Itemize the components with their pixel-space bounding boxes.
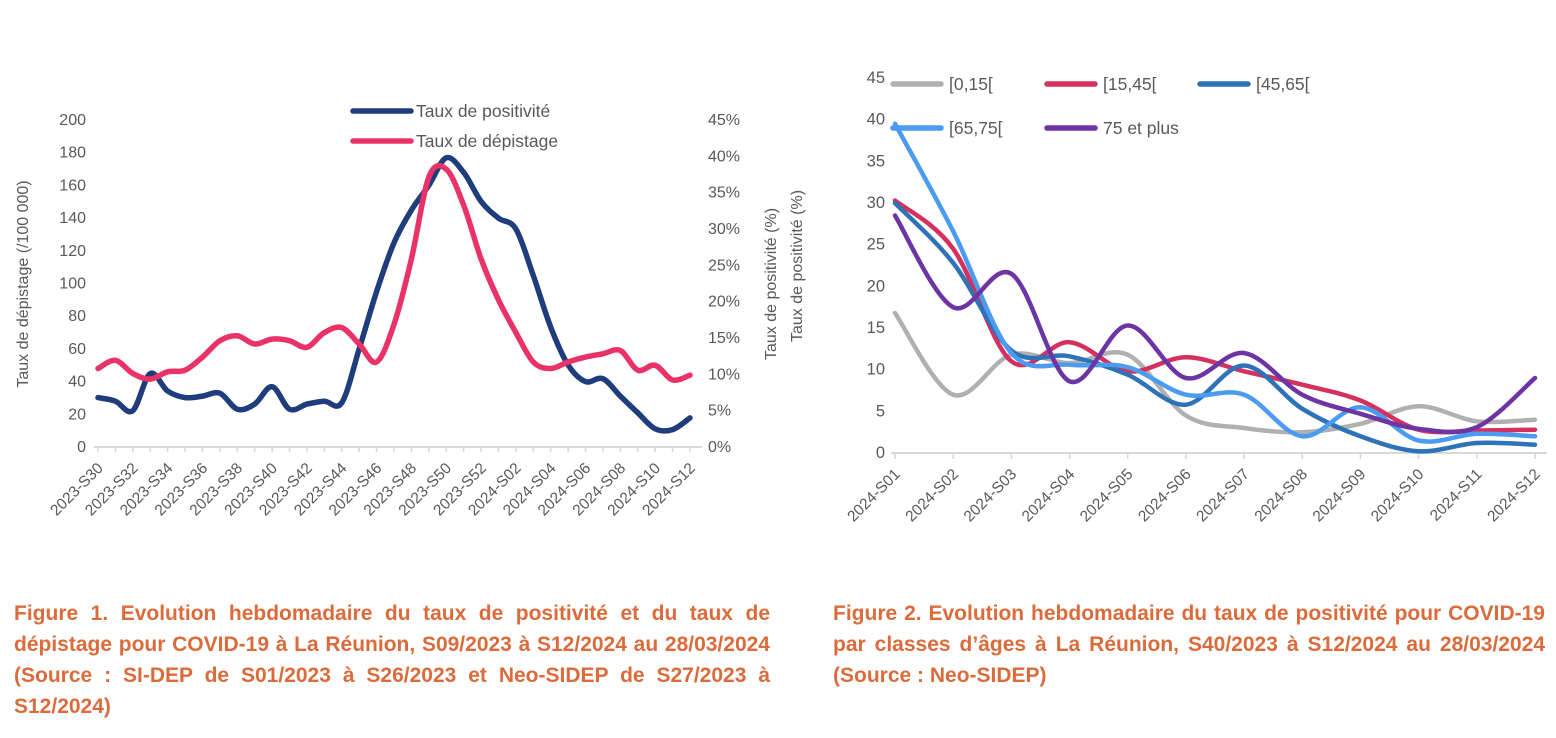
legend-label-15-45: [15,45[ [1103, 74, 1157, 94]
left-axis-tick-label: 15 [867, 319, 885, 337]
legend-label-taux-de-positivit: Taux de positivité [416, 101, 550, 121]
left-axis-tick-label: 80 [68, 308, 86, 325]
left-axis-tick-label: 25 [867, 236, 885, 254]
x-axis-tick-label: 2024-S12 [1484, 466, 1544, 526]
x-axis-tick-label: 2024-S05 [1077, 466, 1137, 526]
figure1-line-chart: 0 20 40 60 80 100 120 140 160 180 200 Taux de dépis… [15, 101, 780, 519]
legend: Taux de positivité Taux de dépistage [350, 101, 558, 151]
left-axis-title: Taux de positivité (%) [789, 190, 806, 342]
right-axis-title: Taux de positivité (%) [763, 208, 780, 360]
series-line-75-et-plus [892, 213, 1538, 435]
left-axis-tick-label: 45 [867, 69, 885, 87]
right-axis-tick-label: 10% [708, 366, 740, 383]
left-axis: 0 5 10 15 20 25 30 35 40 45 Taux de positivité (%) [789, 69, 885, 462]
left-axis-tick-label: 0 [876, 444, 885, 462]
x-axis-tick-label: 2024-S11 [1427, 466, 1486, 525]
x-axis-tick-label: 2024-S03 [961, 466, 1021, 526]
right-axis-tick-label: 30% [708, 221, 740, 238]
series-line-taux-de-positivit [95, 154, 693, 434]
left-axis-tick-label: 35 [867, 152, 885, 170]
x-axis: 2024-S012024-S022024-S032024-S042024-S05… [844, 452, 1547, 526]
x-axis-tick-label: 2024-S09 [1310, 466, 1370, 526]
right-axis-tick-label: 45% [708, 112, 740, 129]
x-axis-tick-label: 2024-S01 [844, 466, 904, 526]
legend: [0,15[ [15,45[ [45,65[ [65,75[ 75 et plus [890, 74, 1310, 138]
left-axis-title: Taux de dépistage (/100 000) [15, 180, 32, 387]
left-axis-tick-label: 180 [59, 145, 86, 162]
legend-label-taux-de-d-pistage: Taux de dépistage [416, 131, 558, 151]
left-axis-tick-label: 40 [867, 111, 885, 129]
left-axis-tick-label: 140 [59, 210, 86, 227]
x-axis: 2023-S302023-S322023-S342023-S362023-S38… [47, 446, 702, 519]
figure2-caption: Figure 2. Evolution hebdomadaire du taux… [833, 602, 1545, 687]
series-line-0-15 [892, 310, 1538, 435]
x-axis-tick-label: 2024-S04 [1019, 466, 1079, 526]
x-axis-tick-label: 2024-S08 [1252, 466, 1312, 526]
left-axis-tick-label: 10 [867, 361, 885, 379]
right-axis-tick-label: 40% [708, 148, 740, 165]
left-axis-tick-label: 120 [59, 243, 86, 260]
right-axis-tick-label: 25% [708, 257, 740, 274]
left-axis-tick-label: 5 [876, 402, 885, 420]
left-axis-tick-label: 20 [68, 406, 86, 423]
legend-item-65-75: [65,75[ [890, 118, 1003, 138]
legend-item-taux-de-d-pistage: Taux de dépistage [350, 131, 558, 151]
right-axis-tick-label: 5% [708, 403, 731, 420]
series-line-taux-de-d-pistage [95, 162, 693, 384]
legend-item-0-15: [0,15[ [890, 74, 993, 94]
x-axis-tick-label: 2024-S06 [1135, 466, 1195, 526]
figure1-caption: Figure 1. Evolution hebdomadaire du taux… [14, 602, 770, 718]
series-line-45-65 [892, 200, 1538, 454]
figure2-line-chart: 0 5 10 15 20 25 30 35 40 45 Taux de positivité (%)… [789, 69, 1547, 526]
right-axis-tick-label: 15% [708, 330, 740, 347]
left-axis-tick-label: 160 [59, 177, 86, 194]
left-axis-tick-label: 200 [59, 112, 86, 129]
x-axis-tick-label: 2024-S10 [1368, 466, 1428, 526]
left-axis-tick-label: 20 [867, 277, 885, 295]
left-axis-tick-label: 30 [867, 194, 885, 212]
right-axis: 0% 5% 10% 15% 20% 25% 30% 35% 40% 45% Taux de posi… [708, 112, 780, 456]
legend-label-45-65: [45,65[ [1256, 74, 1310, 94]
legend-item-taux-de-positivit: Taux de positivité [350, 101, 550, 121]
right-axis-tick-label: 0% [708, 439, 731, 456]
legend-label-65-75: [65,75[ [949, 118, 1003, 138]
left-axis-tick-label: 40 [68, 374, 86, 391]
left-axis-tick-label: 0 [77, 439, 86, 456]
right-axis-tick-label: 35% [708, 185, 740, 202]
right-axis-tick-label: 20% [708, 294, 740, 311]
legend-label-0-15: [0,15[ [949, 74, 993, 94]
left-axis: 0 20 40 60 80 100 120 140 160 180 200 Taux de dépis… [15, 112, 86, 456]
legend-item-15-45: [15,45[ [1044, 74, 1157, 94]
legend-item-75-et-plus: 75 et plus [1044, 118, 1179, 138]
legend-item-45-65: [45,65[ [1197, 74, 1310, 94]
legend-label-75-et-plus: 75 et plus [1103, 118, 1179, 138]
x-axis-tick-label: 2024-S07 [1193, 466, 1253, 526]
left-axis-tick-label: 100 [59, 276, 86, 293]
left-axis-tick-label: 60 [68, 341, 86, 358]
x-axis-tick-label: 2024-S02 [902, 466, 962, 526]
